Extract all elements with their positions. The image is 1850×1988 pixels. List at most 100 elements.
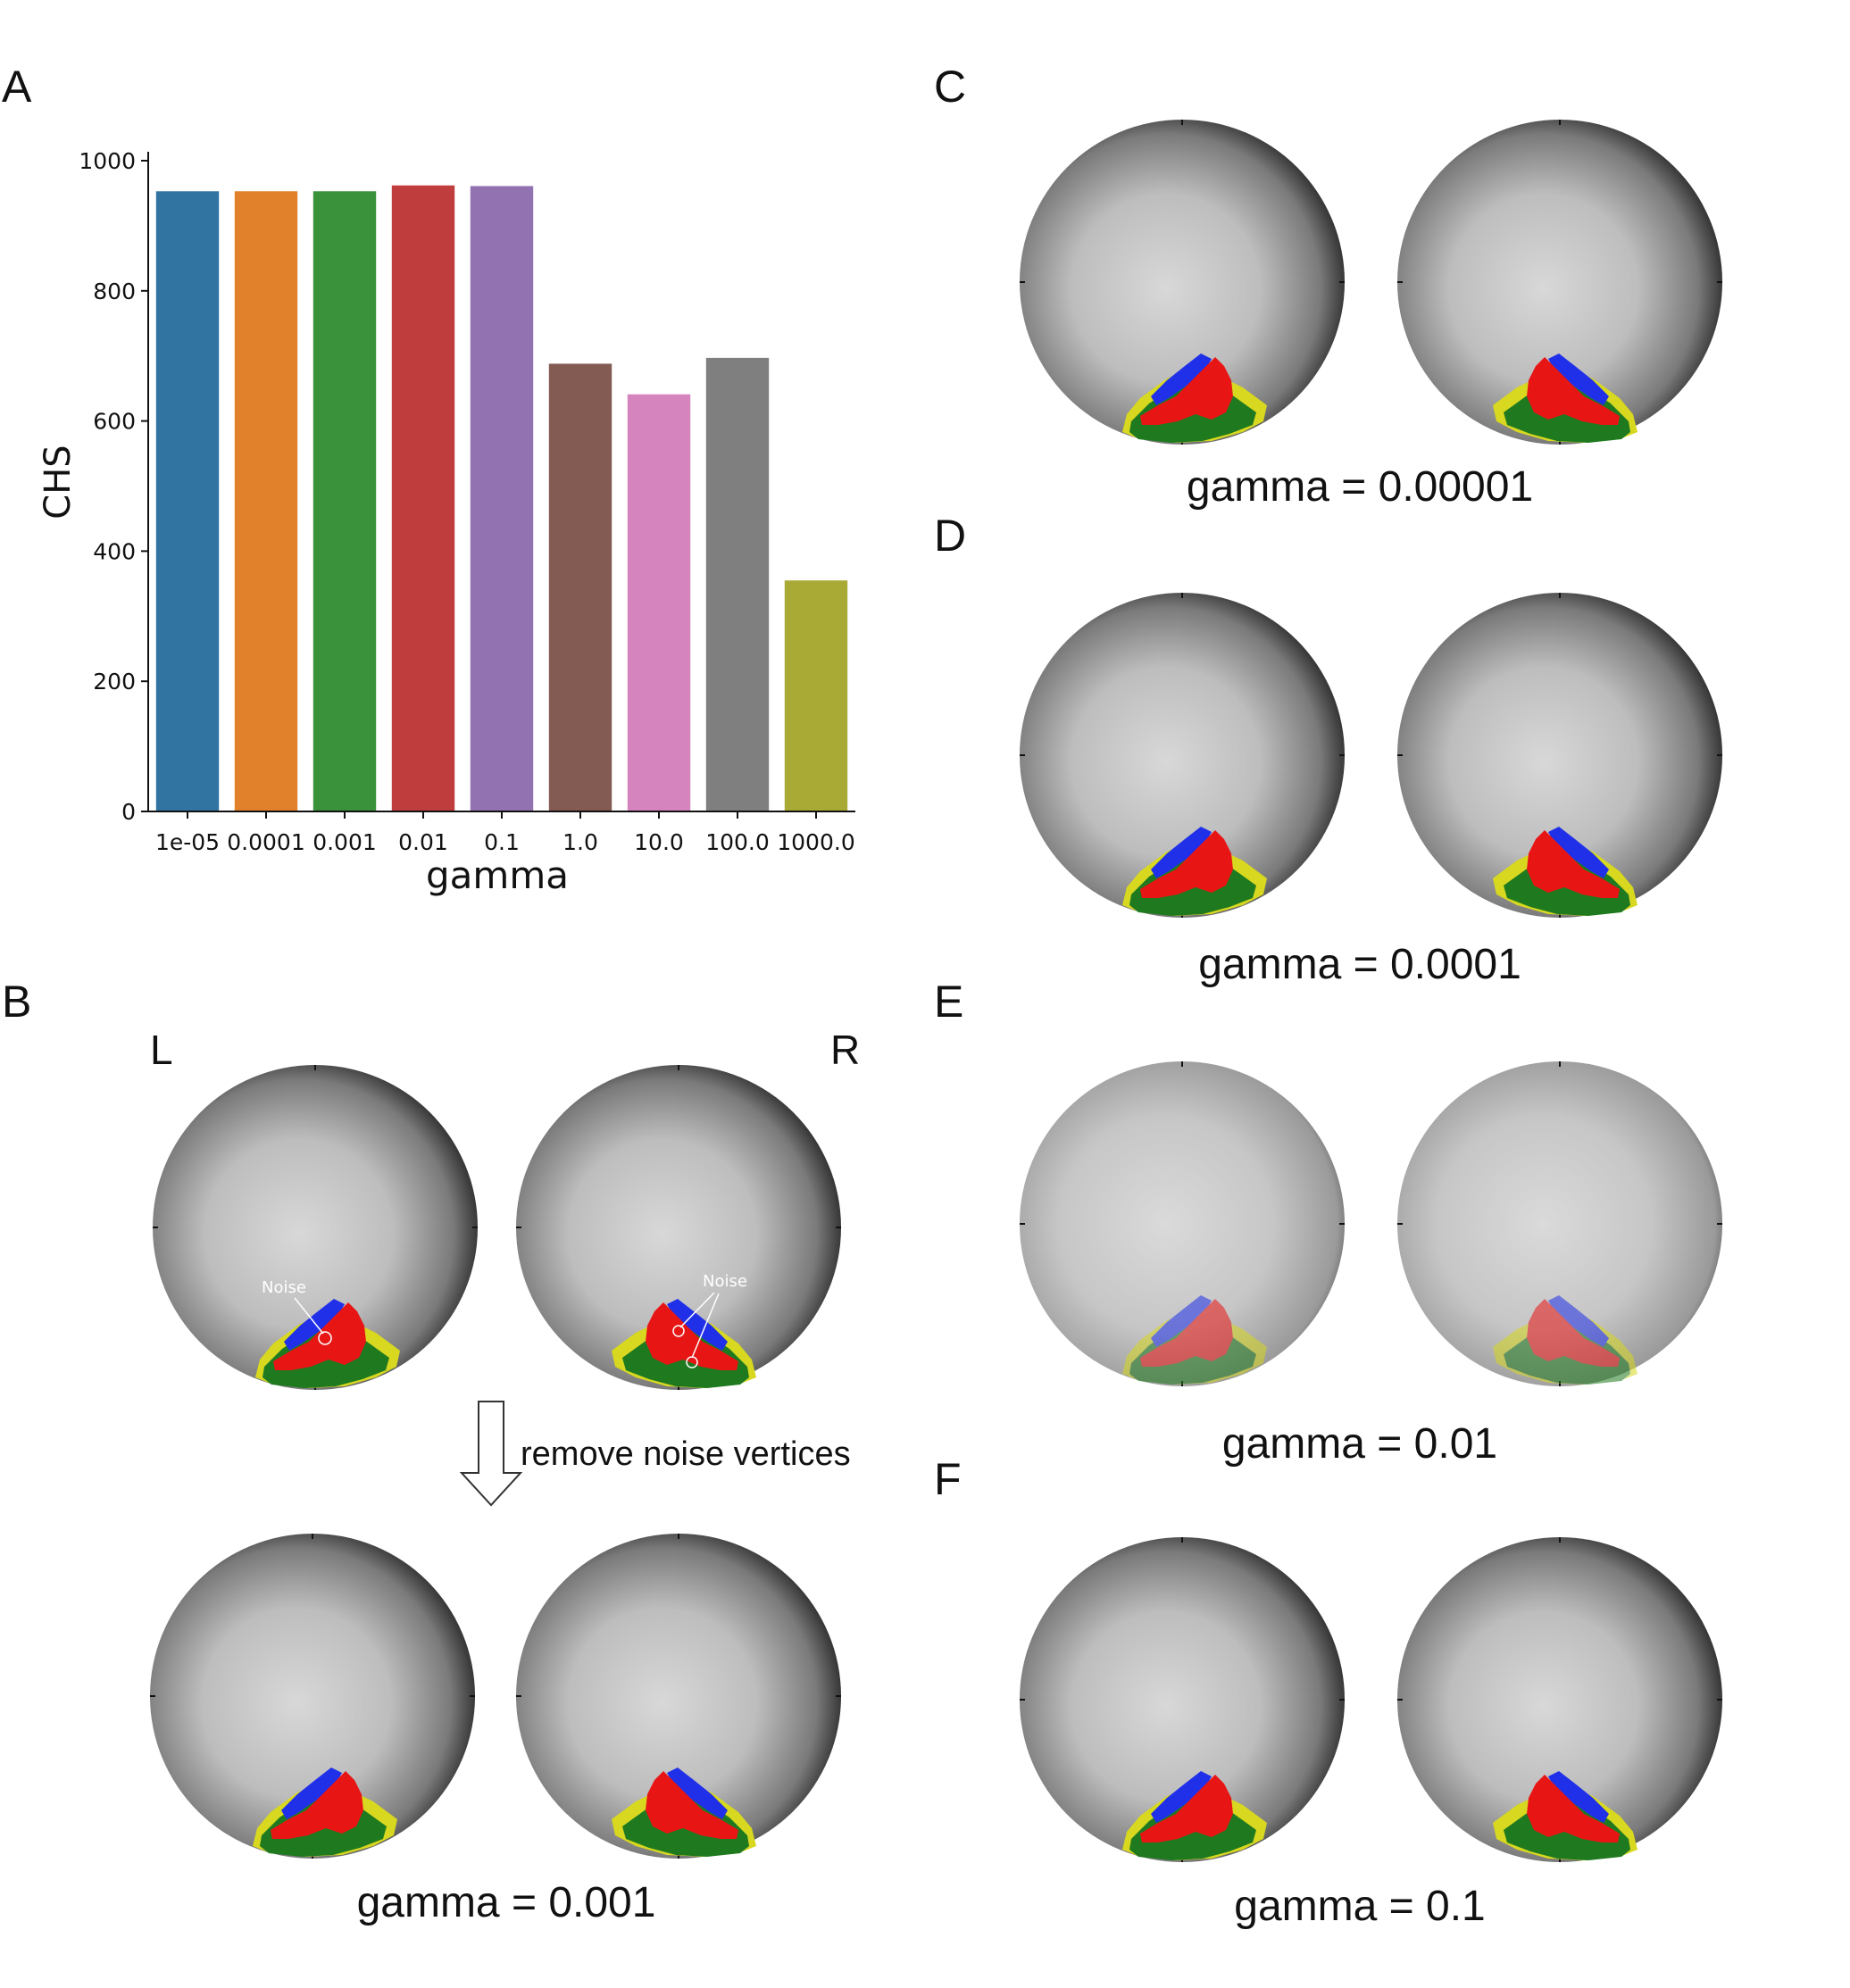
caption-d: gamma = 0.0001 bbox=[1198, 941, 1521, 988]
parcellation-patch bbox=[1122, 1295, 1267, 1385]
red-parcel bbox=[646, 1771, 738, 1839]
caption-b: gamma = 0.001 bbox=[356, 1879, 656, 1926]
blue-parcel bbox=[667, 1768, 728, 1819]
sphere-b-bottom-right bbox=[516, 1534, 841, 1859]
x-tick-label: 0.01 bbox=[398, 829, 448, 855]
sphere-surface bbox=[153, 1065, 478, 1390]
sphere-surface bbox=[1397, 1537, 1722, 1862]
red-parcel bbox=[1527, 357, 1620, 425]
y-tick-label: 600 bbox=[93, 409, 136, 435]
sphere-d-left bbox=[1020, 593, 1345, 918]
noise-marker-icon bbox=[318, 1331, 332, 1345]
caption-f: gamma = 0.1 bbox=[1234, 1883, 1486, 1930]
caption-e: gamma = 0.01 bbox=[1221, 1420, 1498, 1468]
parcellation-patch bbox=[1122, 827, 1267, 916]
y-tick-label: 0 bbox=[121, 799, 136, 825]
panel-label-b: B bbox=[2, 977, 32, 1027]
panel-label-d: D bbox=[934, 511, 967, 561]
noise-marker-icon bbox=[672, 1325, 685, 1337]
parcellation-patch bbox=[253, 1768, 397, 1857]
blue-parcel bbox=[1548, 1295, 1609, 1347]
x-tick-label: 0.1 bbox=[484, 829, 520, 855]
red-parcel bbox=[1140, 830, 1233, 898]
parcellation-patch bbox=[612, 1768, 756, 1857]
sphere-surface bbox=[1020, 1061, 1345, 1386]
blue-parcel bbox=[1151, 1295, 1212, 1347]
sphere-f-right bbox=[1397, 1537, 1722, 1862]
bar-10.0 bbox=[627, 394, 691, 811]
right-hemisphere-label: R bbox=[830, 1027, 861, 1073]
sphere-e-right bbox=[1397, 1061, 1722, 1386]
blue-parcel bbox=[1548, 354, 1609, 405]
blue-parcel bbox=[1151, 827, 1212, 878]
caption-c: gamma = 0.00001 bbox=[1186, 463, 1534, 511]
sphere-f-left bbox=[1020, 1537, 1345, 1862]
sphere-b-top-right bbox=[516, 1065, 841, 1390]
parcellation-patch bbox=[1122, 1771, 1267, 1860]
sphere-d-right bbox=[1397, 593, 1722, 918]
blue-parcel bbox=[284, 1299, 345, 1351]
bar-0.0001 bbox=[234, 191, 298, 811]
x-tick-label: 10.0 bbox=[634, 829, 684, 855]
sphere-surface bbox=[516, 1534, 841, 1859]
bar-1000.0 bbox=[784, 580, 848, 811]
x-tick-label: 0.001 bbox=[312, 829, 377, 855]
noise-annotations: Noise Noise bbox=[262, 1272, 747, 1368]
x-tick-label: 0.0001 bbox=[227, 829, 304, 855]
sphere-surface bbox=[1397, 593, 1722, 918]
parcellation-patch bbox=[612, 1299, 756, 1388]
parcellation-patch bbox=[1493, 1295, 1638, 1385]
blue-parcel bbox=[1548, 827, 1609, 878]
x-axis: 1e-05 0.0001 0.001 0.01 0.1 1.0 10.0 100.0 1000.… bbox=[148, 811, 855, 855]
blue-parcel bbox=[1548, 1771, 1609, 1823]
red-parcel bbox=[646, 1302, 738, 1370]
blue-parcel bbox=[281, 1768, 342, 1819]
parcellation-patch bbox=[1493, 1771, 1638, 1860]
parcellation-patch bbox=[1122, 354, 1267, 443]
red-parcel bbox=[1140, 1775, 1233, 1842]
sphere-surface bbox=[1397, 1061, 1722, 1386]
x-tick-label: 100.0 bbox=[705, 829, 770, 855]
y-tick-label: 200 bbox=[93, 669, 136, 695]
y-tick-label: 400 bbox=[93, 538, 136, 564]
sphere-b-bottom-left bbox=[150, 1534, 475, 1859]
y-tick-label: 800 bbox=[93, 279, 136, 304]
bar-0.001 bbox=[312, 191, 377, 811]
left-hemisphere-label: L bbox=[150, 1027, 173, 1073]
remove-noise-label: remove noise vertices bbox=[521, 1435, 851, 1473]
blue-parcel bbox=[1151, 1771, 1212, 1823]
noise-marker-icon bbox=[686, 1356, 698, 1368]
down-arrow-icon bbox=[459, 1401, 523, 1507]
y-axis: 0 200 400 600 800 1000 bbox=[79, 148, 149, 825]
parcellation-patch bbox=[1493, 827, 1638, 916]
red-parcel bbox=[1527, 1775, 1620, 1842]
bar-0.1 bbox=[470, 186, 534, 811]
noise-label-left: Noise bbox=[262, 1278, 306, 1297]
y-tick-label: 1000 bbox=[79, 148, 136, 174]
parcellation-patch bbox=[1493, 354, 1638, 443]
sphere-surface bbox=[1397, 120, 1722, 445]
panel-label-a: A bbox=[2, 62, 32, 112]
x-tick-label: 1000.0 bbox=[777, 829, 854, 855]
panel-label-e: E bbox=[934, 977, 964, 1027]
bar-1.0 bbox=[548, 363, 612, 811]
blue-parcel bbox=[667, 1299, 728, 1351]
bar-1e-05 bbox=[155, 191, 220, 811]
chs-bar-chart: 0 200 400 600 800 1000 1e-05 0.0001 0.001 0.01 0.… bbox=[38, 148, 855, 897]
bar-0.01 bbox=[391, 185, 455, 811]
red-parcel bbox=[1527, 1299, 1620, 1367]
sphere-surface bbox=[1020, 120, 1345, 445]
red-parcel bbox=[1527, 830, 1620, 898]
x-axis-label: gamma bbox=[426, 853, 569, 897]
sphere-surface bbox=[1020, 593, 1345, 918]
panel-label-f: F bbox=[934, 1454, 962, 1504]
x-tick-label: 1.0 bbox=[562, 829, 598, 855]
sphere-e-left bbox=[1020, 1061, 1345, 1386]
x-tick-label: 1e-05 bbox=[155, 829, 220, 855]
red-parcel bbox=[271, 1771, 363, 1839]
sphere-b-top-left bbox=[153, 1065, 478, 1390]
sphere-surface bbox=[150, 1534, 475, 1859]
sphere-c-left bbox=[1020, 120, 1345, 445]
red-parcel bbox=[1140, 357, 1233, 425]
